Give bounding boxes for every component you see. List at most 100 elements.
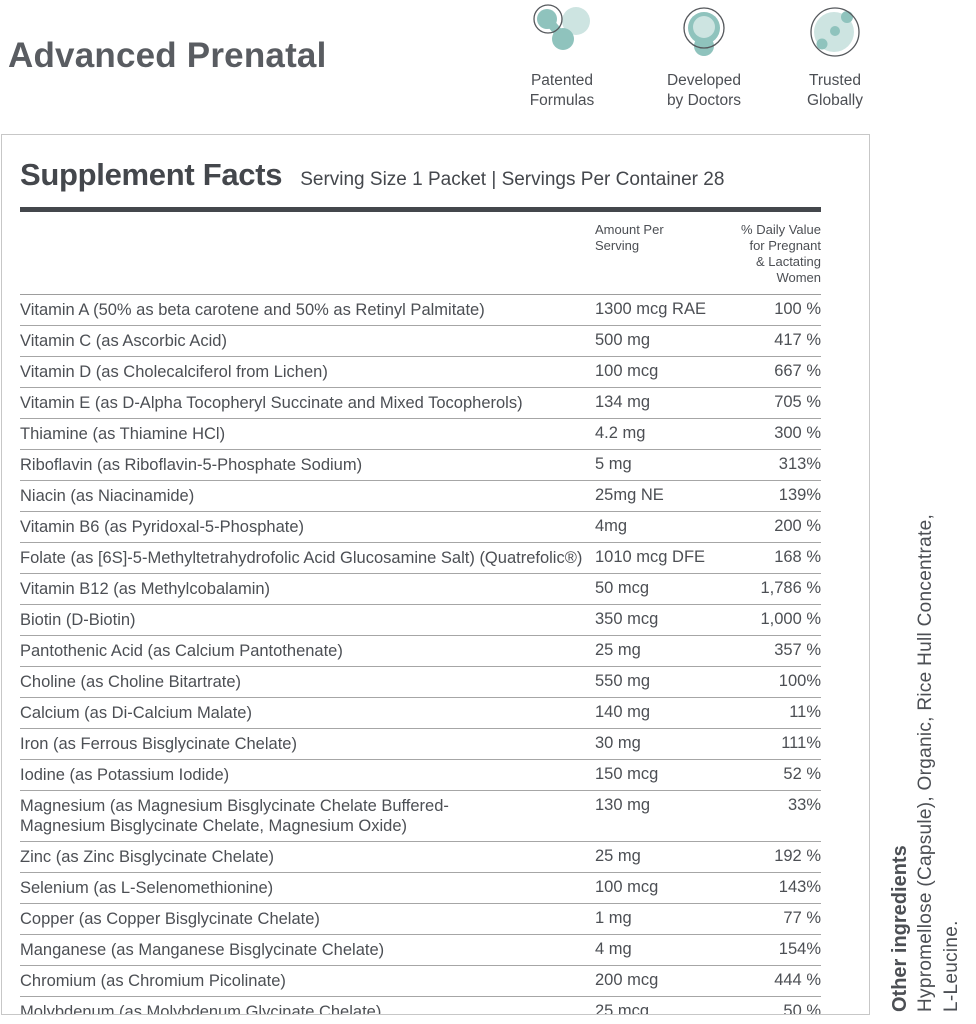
nutrient-amount: 130 mg [595, 796, 651, 814]
nutrient-daily-value: 139% [778, 486, 821, 504]
table-row: Folate (as [6S]-5-Methyltetrahydrofolic … [20, 543, 821, 574]
nutrient-daily-value: 11% [789, 703, 821, 721]
nutrient-amount: 134 mg [595, 393, 651, 411]
nutrient-daily-value: 100 % [774, 300, 821, 318]
molecule-icon [531, 4, 593, 62]
column-header-daily-value: % Daily Value for Pregnant & Lactating W… [741, 222, 821, 285]
nutrient-name: Vitamin D (as Cholecalciferol from Liche… [20, 363, 328, 381]
table-row: Thiamine (as Thiamine HCl) 4.2 mg 300 % [20, 419, 821, 450]
nutrient-amount: 100 mcg [595, 878, 659, 896]
panel-header: Supplement Facts Serving Size 1 Packet |… [20, 157, 821, 193]
badge-patented-formulas: Patented Formulas [503, 4, 621, 111]
nutrient-amount: 550 mg [595, 672, 651, 690]
nutrient-name: Vitamin C (as Ascorbic Acid) [20, 332, 227, 350]
nutrient-amount: 5 mg [595, 455, 632, 473]
cell-icon [676, 4, 732, 62]
nutrient-daily-value: 667 % [774, 362, 821, 380]
table-row: Vitamin D (as Cholecalciferol from Liche… [20, 357, 821, 388]
nutrient-name: Choline (as Choline Bitartrate) [20, 673, 242, 691]
nutrient-daily-value: 705 % [774, 393, 821, 411]
table-row: Selenium (as L-Selenomethionine) 100 mcg… [20, 873, 821, 904]
table-row: Manganese (as Manganese Bisglycinate Che… [20, 935, 821, 966]
table-row: Vitamin C (as Ascorbic Acid) 500 mg 417 … [20, 326, 821, 357]
nutrient-amount: 25 mg [595, 847, 641, 865]
nutrient-name: Calcium (as Di-Calcium Malate) [20, 704, 252, 722]
nutrient-daily-value: 111% [781, 734, 821, 752]
nutrient-daily-value: 192 % [774, 847, 821, 865]
page-title: Advanced Prenatal [8, 36, 327, 75]
nutrient-name: Iodine (as Potassium Iodide) [20, 766, 230, 784]
nutrient-daily-value: 33% [787, 796, 821, 814]
serving-info: Serving Size 1 Packet | Servings Per Con… [300, 169, 725, 190]
other-ingredients-text: Hypromellose (Capsule), Organic, Rice Hu… [915, 513, 962, 1012]
other-ingredients-heading: Other ingredients [889, 845, 911, 1012]
table-row: Copper (as Copper Bisglycinate Chelate) … [20, 904, 821, 935]
nutrient-daily-value: 313% [778, 455, 821, 473]
badge-row: Patented Formulas Developed by Doctors T… [503, 4, 883, 111]
nutrient-daily-value: 168 % [774, 548, 821, 566]
badge-label: Trusted Globally [807, 72, 863, 109]
nutrient-daily-value: 300 % [774, 424, 821, 442]
table-row: Iodine (as Potassium Iodide) 150 mcg 52 … [20, 760, 821, 791]
nutrient-amount: 1300 mcg RAE [595, 300, 706, 318]
nutrient-daily-value: 143% [778, 878, 821, 896]
nutrient-name: Thiamine (as Thiamine HCl) [20, 425, 226, 443]
badge-developed-by-doctors: Developed by Doctors [645, 4, 763, 111]
nutrient-amount: 25mg NE [595, 486, 664, 504]
table-row: Choline (as Choline Bitartrate) 550 mg 1… [20, 667, 821, 698]
table-row: Vitamin A (50% as beta carotene and 50% … [20, 295, 821, 326]
table-row: Vitamin B12 (as Methylcobalamin) 50 mcg … [20, 574, 821, 605]
nutrient-daily-value: 77 % [783, 909, 821, 927]
nutrient-amount: 25 mg [595, 641, 641, 659]
nutrient-name: Biotin (D-Biotin) [20, 611, 136, 629]
globe-dots-icon [807, 4, 863, 62]
table-row: Riboflavin (as Riboflavin-5-Phosphate So… [20, 450, 821, 481]
nutrient-name: Molybdenum (as Molybdenum Glycinate Chel… [20, 1003, 382, 1015]
table-row: Vitamin E (as D-Alpha Tocopheryl Succina… [20, 388, 821, 419]
nutrient-daily-value: 50 % [783, 1002, 821, 1015]
nutrient-name: Vitamin B6 (as Pyridoxal-5-Phosphate) [20, 518, 304, 536]
nutrient-name: Niacin (as Niacinamide) [20, 487, 195, 505]
nutrient-daily-value: 357 % [774, 641, 821, 659]
nutrient-amount: 100 mcg [595, 362, 659, 380]
table-row: Chromium (as Chromium Picolinate) 200 mc… [20, 966, 821, 997]
nutrient-amount: 1010 mcg DFE [595, 548, 706, 566]
nutrient-amount: 350 mcg [595, 610, 659, 628]
panel-title: Supplement Facts [20, 157, 283, 192]
nutrient-name: Riboflavin (as Riboflavin-5-Phosphate So… [20, 456, 363, 474]
nutrient-amount: 150 mcg [595, 765, 659, 783]
table-row: Pantothenic Acid (as Calcium Pantothenat… [20, 636, 821, 667]
nutrient-daily-value: 200 % [774, 517, 821, 535]
nutrient-amount: 140 mg [595, 703, 651, 721]
nutrient-name: Copper (as Copper Bisglycinate Chelate) [20, 910, 320, 928]
column-header-amount: Amount Per Serving [595, 222, 664, 253]
nutrient-name: Iron (as Ferrous Bisglycinate Chelate) [20, 735, 297, 753]
nutrient-name: Manganese (as Manganese Bisglycinate Che… [20, 941, 385, 959]
column-header-spacer [20, 222, 595, 286]
supplement-facts-panel: Supplement Facts Serving Size 1 Packet |… [1, 134, 870, 1015]
badge-label: Patented Formulas [529, 72, 595, 109]
nutrient-daily-value: 1,786 % [760, 579, 821, 597]
nutrient-name: Pantothenic Acid (as Calcium Pantothenat… [20, 642, 343, 660]
nutrient-name: Chromium (as Chromium Picolinate) [20, 972, 286, 990]
badge-label: Developed by Doctors [666, 72, 742, 109]
nutrient-daily-value: 100% [778, 672, 821, 690]
nutrient-amount: 50 mcg [595, 579, 650, 597]
table-row: Vitamin B6 (as Pyridoxal-5-Phosphate) 4m… [20, 512, 821, 543]
nutrient-name: Vitamin E (as D-Alpha Tocopheryl Succina… [20, 394, 523, 412]
nutrient-amount: 4 mg [595, 940, 632, 958]
column-headers: Amount Per Serving % Daily Value for Pre… [20, 212, 821, 295]
table-row: Iron (as Ferrous Bisglycinate Chelate) 3… [20, 729, 821, 760]
nutrient-name: Zinc (as Zinc Bisglycinate Chelate) [20, 848, 275, 866]
nutrient-daily-value: 52 % [783, 765, 821, 783]
table-row: Zinc (as Zinc Bisglycinate Chelate) 25 m… [20, 842, 821, 873]
table-row: Biotin (D-Biotin) 350 mcg 1,000 % [20, 605, 821, 636]
table-row: Molybdenum (as Molybdenum Glycinate Chel… [20, 997, 821, 1015]
nutrient-daily-value: 154% [778, 940, 821, 958]
nutrient-amount: 25 mcg [595, 1002, 650, 1015]
nutrient-name: Magnesium (as Magnesium Bisglycinate Che… [20, 797, 449, 835]
nutrient-daily-value: 1,000 % [760, 610, 821, 628]
table-row: Magnesium (as Magnesium Bisglycinate Che… [20, 791, 821, 842]
nutrient-name: Vitamin A (50% as beta carotene and 50% … [20, 301, 485, 319]
nutrient-amount: 500 mg [595, 331, 651, 349]
